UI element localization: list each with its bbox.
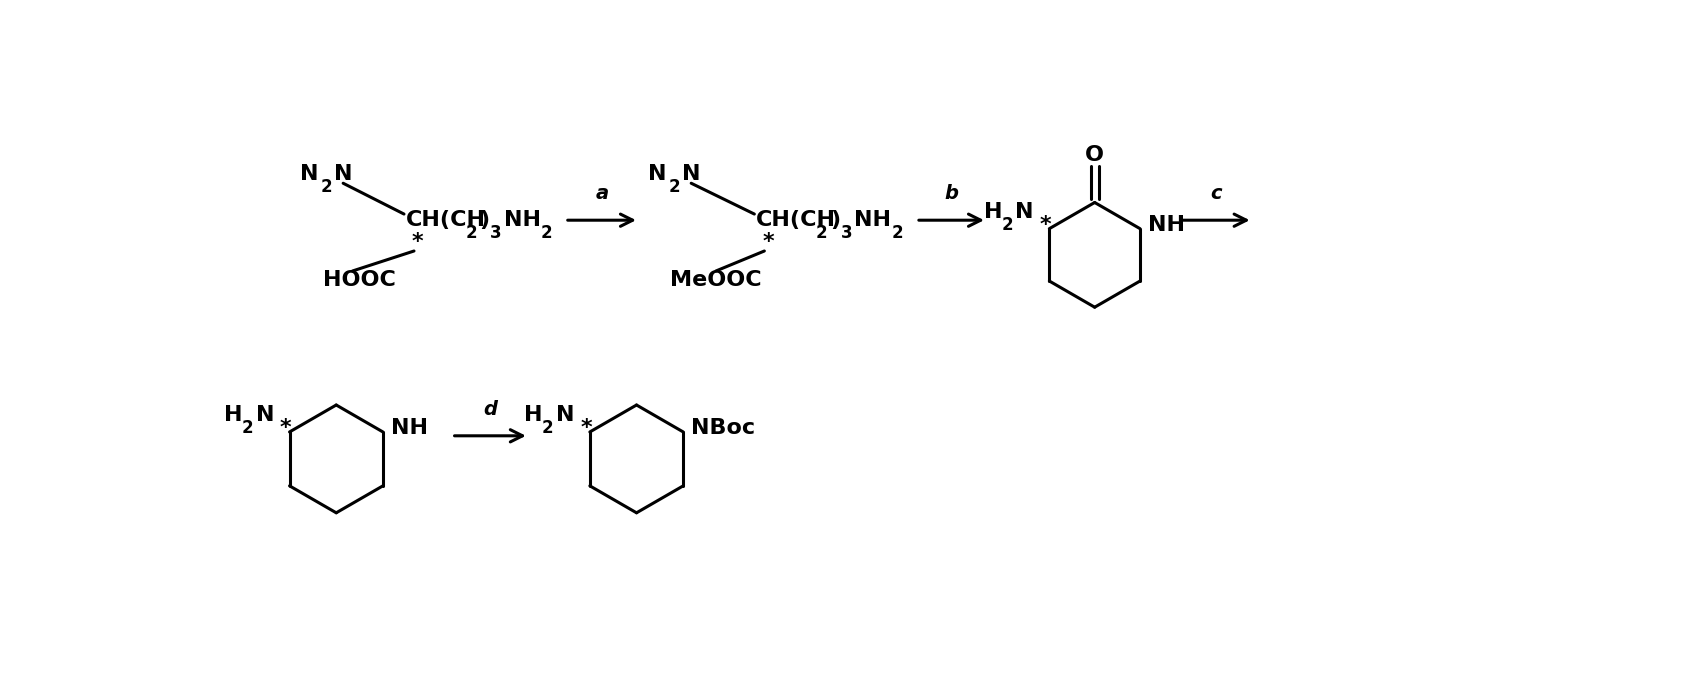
Text: N: N [1015, 202, 1034, 222]
Text: 2: 2 [543, 419, 555, 437]
Text: N: N [299, 164, 318, 184]
Text: O: O [1085, 145, 1104, 165]
Text: b: b [944, 184, 958, 203]
Text: N: N [682, 164, 701, 184]
Text: H: H [983, 202, 1002, 222]
Text: NH: NH [1148, 215, 1184, 235]
Text: *: * [1039, 215, 1051, 235]
Text: H: H [524, 405, 543, 425]
Text: N: N [255, 405, 274, 425]
Text: ): ) [830, 210, 840, 231]
Text: N: N [648, 164, 667, 184]
Text: 2: 2 [242, 419, 253, 437]
Text: c: c [1209, 184, 1221, 203]
Text: 2: 2 [466, 224, 478, 242]
Text: *: * [412, 232, 424, 252]
Text: CH(CH: CH(CH [755, 210, 835, 231]
Text: a: a [595, 184, 609, 203]
Text: 2: 2 [320, 178, 332, 196]
Text: 2: 2 [541, 224, 553, 242]
Text: N: N [556, 405, 575, 425]
Text: NBoc: NBoc [691, 418, 755, 438]
Text: 2: 2 [1002, 216, 1014, 234]
Text: 3: 3 [840, 224, 852, 242]
Text: NH: NH [503, 210, 541, 231]
Text: CH(CH: CH(CH [405, 210, 485, 231]
Text: MeOOC: MeOOC [670, 270, 762, 290]
Text: NH: NH [391, 418, 427, 438]
Text: *: * [762, 232, 774, 252]
Text: HOOC: HOOC [323, 270, 396, 290]
Text: *: * [281, 418, 291, 438]
Text: H: H [225, 405, 243, 425]
Text: 3: 3 [490, 224, 502, 242]
Text: ): ) [480, 210, 490, 231]
Text: N: N [333, 164, 352, 184]
Text: d: d [483, 400, 497, 419]
Text: 2: 2 [816, 224, 828, 242]
Text: 2: 2 [891, 224, 903, 242]
Text: NH: NH [854, 210, 891, 231]
Text: *: * [580, 418, 592, 438]
Text: 2: 2 [668, 178, 680, 196]
